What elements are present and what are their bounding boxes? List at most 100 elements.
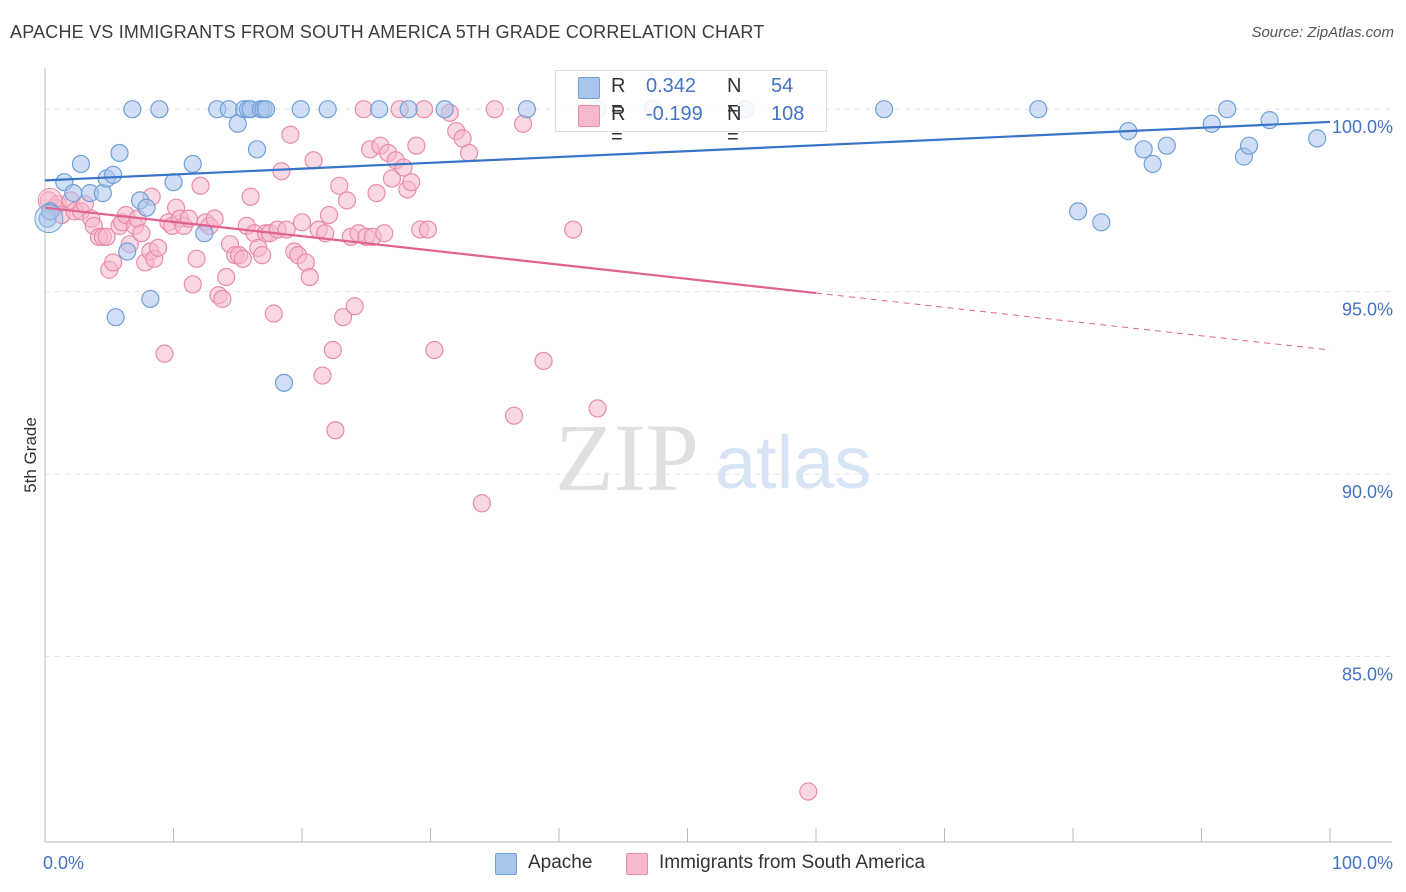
legend-n-label: N = <box>727 103 742 148</box>
watermark-zip: ZIP <box>555 404 699 511</box>
data-point-apache <box>104 165 123 184</box>
data-point-immigrants <box>132 224 151 243</box>
trend-line-apache <box>44 120 1331 182</box>
data-point-apache <box>370 100 389 119</box>
data-point-immigrants <box>313 366 332 385</box>
data-point-apache <box>1143 154 1162 174</box>
data-point-immigrants <box>330 176 349 195</box>
data-point-immigrants <box>241 187 260 206</box>
y-tick-label: 95.0% <box>1342 300 1393 320</box>
axes <box>44 68 1392 843</box>
data-point-apache <box>1157 136 1176 155</box>
data-point-immigrants <box>217 267 236 287</box>
data-point-apache <box>256 100 276 119</box>
data-point-immigrants <box>459 143 479 163</box>
data-point-apache <box>274 373 294 392</box>
data-point-apache <box>1029 100 1048 119</box>
bottom-legend-label-apache: Apache <box>528 852 593 873</box>
data-point-apache <box>291 100 310 119</box>
data-point-immigrants <box>354 100 373 119</box>
legend-r-value: 0.342 <box>646 75 697 97</box>
data-point-immigrants <box>205 209 224 228</box>
watermark: ZIP atlas <box>555 404 871 511</box>
legend: R = 0.342 N = 54 R = -0.199 N = 108 <box>555 70 827 148</box>
bottom-legend-label-immigrants: Immigrants from South America <box>659 852 926 873</box>
data-point-immigrants <box>148 238 168 257</box>
data-point-apache <box>1134 140 1153 159</box>
legend-swatch-apache <box>578 77 600 99</box>
data-point-immigrants <box>345 297 364 316</box>
data-point-immigrants <box>233 249 252 268</box>
y-tick-label: 90.0% <box>1342 482 1393 502</box>
data-point-immigrants <box>155 344 174 363</box>
data-point-immigrants <box>292 213 312 232</box>
data-point-immigrants <box>264 304 283 323</box>
legend-swatch-immigrants <box>578 105 600 127</box>
data-point-apache <box>435 100 454 119</box>
data-point-apache <box>106 308 125 327</box>
data-point-immigrants <box>104 253 123 272</box>
data-point-immigrants <box>375 224 394 243</box>
data-point-immigrants <box>425 340 444 360</box>
data-point-apache <box>71 154 91 174</box>
data-point-immigrants <box>304 151 323 170</box>
legend-r-label: R = <box>611 75 626 120</box>
data-point-immigrants <box>564 220 583 239</box>
data-point-immigrants <box>534 351 553 371</box>
chart-title: APACHE VS IMMIGRANTS FROM SOUTH AMERICA … <box>10 22 765 42</box>
data-point-apache <box>123 100 142 119</box>
data-point-immigrants <box>485 100 504 119</box>
legend-r-value: -0.199 <box>646 103 703 125</box>
data-point-immigrants <box>326 421 345 440</box>
data-point-immigrants <box>323 340 342 360</box>
data-point-immigrants <box>272 162 291 181</box>
trend-lines <box>44 120 1331 351</box>
bottom-legend-swatch-apache <box>495 853 517 875</box>
trend-line-immigrants-dashed <box>815 292 1331 351</box>
data-point-immigrants <box>382 169 402 188</box>
watermark-atlas: atlas <box>715 421 871 504</box>
data-point-apache <box>141 289 160 309</box>
y-tick-label: 100.0% <box>1332 117 1393 137</box>
data-point-apache-cluster <box>34 204 64 234</box>
legend-n-label: N = <box>727 75 742 120</box>
data-point-immigrants <box>300 267 319 287</box>
data-point-apache <box>1239 136 1259 155</box>
data-point-apache <box>64 184 83 203</box>
data-point-apache <box>875 100 894 119</box>
data-point-apache <box>195 224 214 243</box>
data-point-immigrants <box>418 220 438 239</box>
data-point-apache <box>247 140 267 159</box>
x-tick-label: 0.0% <box>43 853 84 873</box>
y-axis-label: 5th Grade <box>21 417 40 493</box>
data-point-immigrants <box>472 494 491 513</box>
data-point-immigrants <box>588 399 607 418</box>
data-point-immigrants <box>334 308 353 327</box>
data-point-immigrants <box>799 782 818 801</box>
data-point-apache <box>1218 100 1237 119</box>
source-label: Source: ZipAtlas.com <box>1251 24 1394 41</box>
legend-n-value: 54 <box>771 75 794 97</box>
data-point-immigrants <box>187 249 206 268</box>
legend-n-value: 108 <box>771 103 805 125</box>
data-point-apache <box>150 100 169 119</box>
data-point-apache <box>399 100 418 119</box>
data-point-immigrants <box>281 125 300 144</box>
data-point-immigrants <box>337 191 357 210</box>
data-point-apache <box>219 100 238 119</box>
data-point-apache <box>118 242 137 261</box>
y-tick-label: 85.0% <box>1342 665 1393 685</box>
data-point-apache <box>110 143 129 163</box>
data-point-apache <box>517 100 536 119</box>
data-point-apache <box>1308 129 1327 148</box>
data-point-immigrants <box>367 184 386 203</box>
data-point-apache <box>183 154 202 174</box>
data-point-immigrants <box>183 275 202 294</box>
series-apache-points <box>34 100 1327 392</box>
data-point-immigrants <box>191 176 210 195</box>
data-point-apache <box>1202 114 1221 133</box>
bottom-legend-swatch-immigrants <box>626 853 648 875</box>
data-point-immigrants <box>407 136 426 155</box>
data-point-immigrants <box>319 205 339 225</box>
